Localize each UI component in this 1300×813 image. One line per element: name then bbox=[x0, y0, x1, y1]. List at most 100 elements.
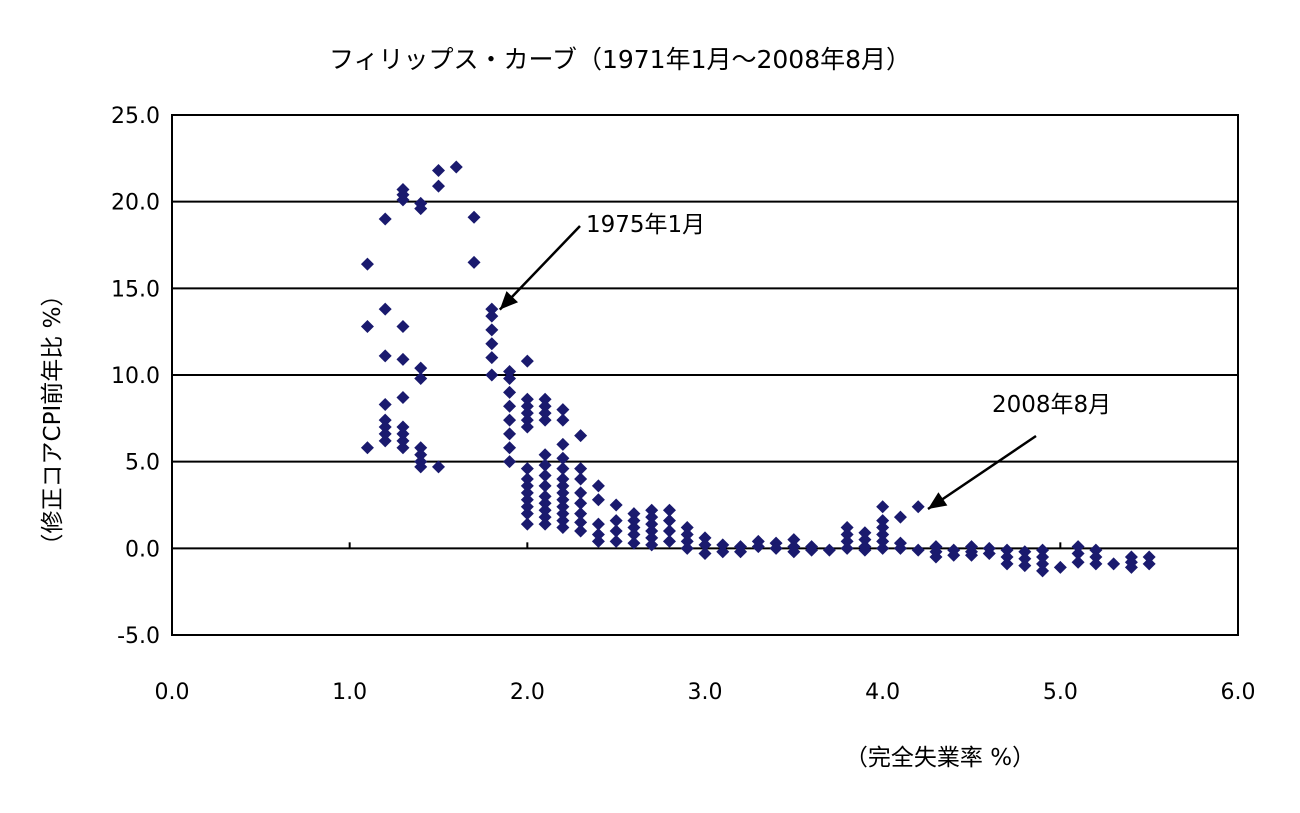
data-point bbox=[503, 455, 517, 469]
data-point bbox=[396, 441, 410, 455]
x-tick-label: 0.0 bbox=[155, 680, 190, 705]
data-point bbox=[609, 524, 623, 538]
x-tick-label: 3.0 bbox=[688, 680, 723, 705]
data-point bbox=[876, 527, 890, 541]
y-axis-label: （修正コアCPI前年比 %） bbox=[40, 284, 66, 557]
data-point bbox=[574, 472, 588, 486]
data-point bbox=[1142, 550, 1156, 564]
data-point bbox=[396, 391, 410, 405]
data-point bbox=[449, 160, 463, 174]
data-point bbox=[538, 496, 552, 510]
data-point bbox=[591, 534, 605, 548]
data-point bbox=[396, 434, 410, 448]
y-tick-label: 25.0 bbox=[111, 104, 160, 129]
data-point bbox=[574, 462, 588, 476]
data-point bbox=[556, 493, 570, 507]
y-tick-label: 5.0 bbox=[125, 451, 160, 476]
data-point bbox=[1018, 552, 1032, 566]
data-point bbox=[556, 521, 570, 535]
arrow-2008-head bbox=[927, 492, 948, 509]
data-point bbox=[396, 352, 410, 366]
data-point bbox=[360, 319, 374, 333]
data-point bbox=[1000, 550, 1014, 564]
x-tick-label: 4.0 bbox=[865, 680, 900, 705]
data-point bbox=[520, 354, 534, 368]
data-point bbox=[662, 524, 676, 538]
data-point bbox=[1036, 543, 1050, 557]
data-point bbox=[396, 193, 410, 207]
data-point bbox=[574, 524, 588, 538]
data-point bbox=[574, 515, 588, 529]
data-point bbox=[645, 517, 659, 531]
data-point bbox=[378, 413, 392, 427]
data-point bbox=[1018, 559, 1032, 573]
data-point bbox=[378, 349, 392, 363]
data-point bbox=[467, 210, 481, 224]
data-point bbox=[1018, 545, 1032, 559]
data-point bbox=[627, 507, 641, 521]
data-point bbox=[360, 441, 374, 455]
data-point bbox=[680, 541, 694, 555]
x-tick-label: 2.0 bbox=[510, 680, 545, 705]
data-point bbox=[520, 507, 534, 521]
data-point bbox=[556, 507, 570, 521]
x-tick-label: 1.0 bbox=[332, 680, 367, 705]
data-point bbox=[538, 479, 552, 493]
data-point bbox=[1071, 540, 1085, 554]
data-point bbox=[1000, 557, 1014, 571]
data-point bbox=[609, 534, 623, 548]
data-point bbox=[787, 545, 801, 559]
data-point bbox=[414, 448, 428, 462]
data-point bbox=[485, 337, 499, 351]
data-point bbox=[1036, 564, 1050, 578]
data-point bbox=[556, 479, 570, 493]
data-point bbox=[503, 413, 517, 427]
data-point bbox=[1089, 557, 1103, 571]
data-point bbox=[680, 534, 694, 548]
data-point bbox=[911, 543, 925, 557]
data-point bbox=[378, 420, 392, 434]
data-point bbox=[378, 212, 392, 226]
data-point bbox=[698, 547, 712, 561]
arrow-1975-head bbox=[499, 291, 519, 310]
y-tick-labels: 25.0 20.0 15.0 10.0 5.0 0.0 -5.0 bbox=[111, 104, 160, 649]
data-point bbox=[556, 500, 570, 514]
data-point bbox=[538, 469, 552, 483]
data-point bbox=[538, 510, 552, 524]
data-point bbox=[698, 531, 712, 545]
data-point bbox=[982, 547, 996, 561]
data-point bbox=[1142, 557, 1156, 571]
data-point bbox=[574, 429, 588, 443]
data-point bbox=[787, 533, 801, 547]
data-point bbox=[414, 460, 428, 474]
data-point bbox=[645, 510, 659, 524]
data-point bbox=[876, 541, 890, 555]
data-point bbox=[840, 521, 854, 535]
data-point bbox=[503, 365, 517, 379]
data-point bbox=[734, 545, 748, 559]
y-tick-label: 10.0 bbox=[111, 364, 160, 389]
data-point bbox=[1036, 550, 1050, 564]
data-point bbox=[556, 413, 570, 427]
data-point bbox=[876, 521, 890, 535]
data-point bbox=[929, 550, 943, 564]
annotation-1975-jan: 1975年1月 bbox=[586, 212, 705, 238]
data-point bbox=[485, 351, 499, 365]
data-point bbox=[556, 486, 570, 500]
data-point bbox=[662, 503, 676, 517]
data-point bbox=[627, 521, 641, 535]
data-point bbox=[520, 406, 534, 420]
data-point bbox=[520, 462, 534, 476]
data-point bbox=[1089, 543, 1103, 557]
data-point bbox=[414, 441, 428, 455]
data-point bbox=[591, 479, 605, 493]
data-point bbox=[520, 479, 534, 493]
y-tick-label: 0.0 bbox=[125, 537, 160, 562]
data-point bbox=[947, 548, 961, 562]
data-point bbox=[876, 514, 890, 528]
data-point bbox=[698, 538, 712, 552]
data-point bbox=[520, 517, 534, 531]
data-point bbox=[556, 403, 570, 417]
data-point bbox=[538, 448, 552, 462]
